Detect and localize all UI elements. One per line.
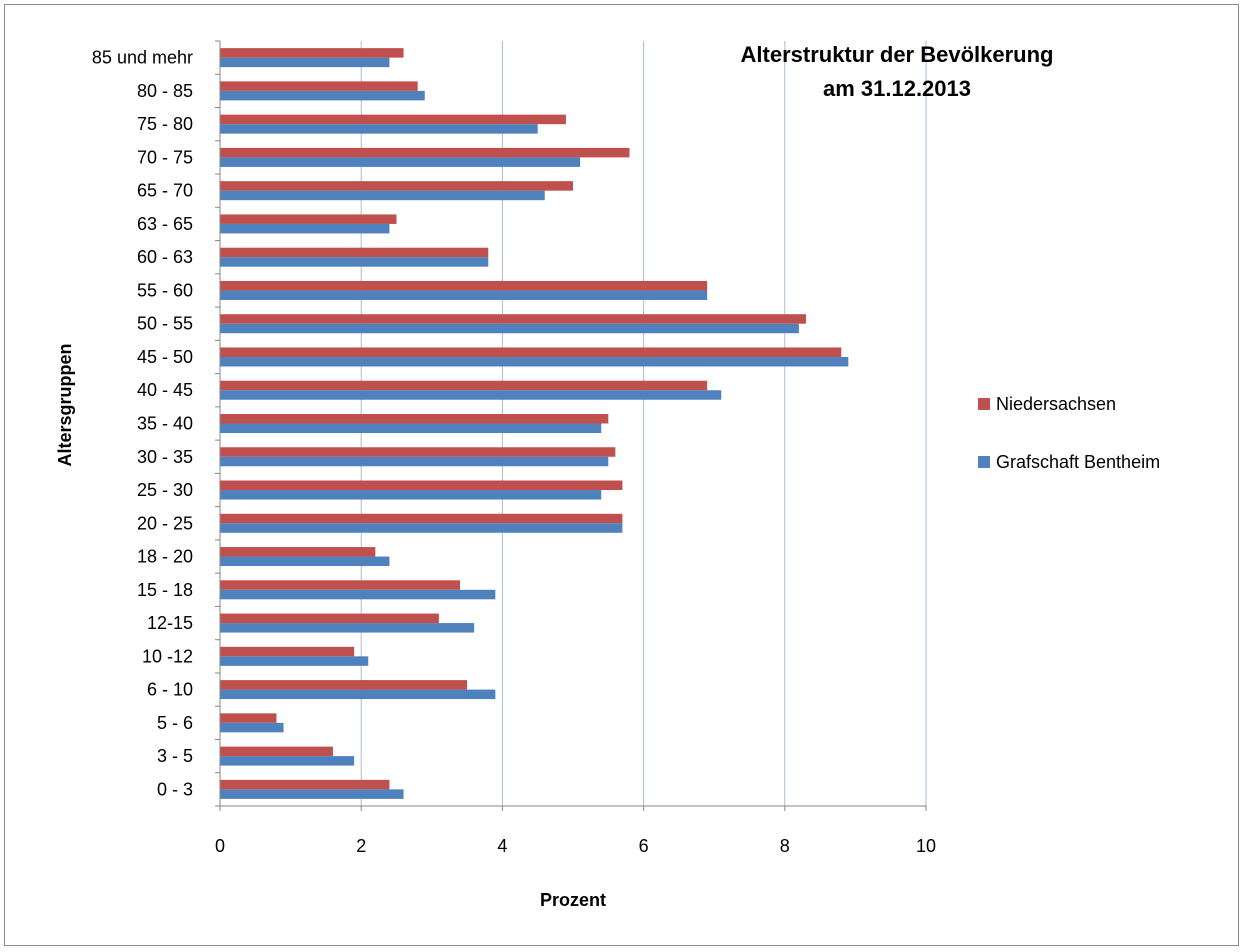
bar-niedersachsen-11: [220, 414, 609, 424]
x-tick-label-6: 6: [639, 836, 649, 856]
bar-niedersachsen-4: [220, 646, 355, 657]
bar-niedersachsen-21: [220, 81, 418, 91]
chart-title: Alterstruktur der Bevölkerung: [741, 42, 1054, 67]
bar-niedersachsen-2: [220, 713, 277, 723]
category-label: 60 - 63: [137, 247, 193, 267]
bar-grafschaft-bentheim-10: [220, 456, 609, 467]
bar-grafschaft-bentheim-19: [220, 157, 581, 167]
bar-grafschaft-bentheim-7: [220, 556, 390, 567]
bars: [220, 48, 849, 799]
bar-niedersachsen-14: [220, 314, 806, 324]
category-label: 85 und mehr: [92, 48, 193, 68]
bar-grafschaft-bentheim-12: [220, 390, 722, 400]
category-label: 65 - 70: [137, 181, 193, 201]
category-label: 6 - 10: [147, 680, 193, 700]
bar-grafschaft-bentheim-18: [220, 190, 545, 201]
category-label: 25 - 30: [137, 480, 193, 500]
category-label: 55 - 60: [137, 280, 193, 300]
category-label: 18 - 20: [137, 547, 193, 567]
bar-grafschaft-bentheim-5: [220, 623, 475, 633]
bar-niedersachsen-12: [220, 380, 708, 391]
category-label: 63 - 65: [137, 214, 193, 234]
x-tick-label-8: 8: [780, 836, 790, 856]
category-label: 45 - 50: [137, 347, 193, 367]
category-label: 40 - 45: [137, 380, 193, 400]
bar-grafschaft-bentheim-9: [220, 490, 602, 500]
bar-grafschaft-bentheim-21: [220, 90, 425, 101]
bar-grafschaft-bentheim-22: [220, 57, 390, 68]
legend-swatch-1: [978, 456, 990, 468]
bar-niedersachsen-1: [220, 746, 333, 757]
y-axis-title: Altersgruppen: [55, 343, 75, 466]
bar-niedersachsen-22: [220, 48, 404, 58]
bar-niedersachsen-13: [220, 347, 842, 357]
legend-label-0: Niedersachsen: [996, 394, 1116, 414]
legend-label-1: Grafschaft Bentheim: [996, 452, 1160, 472]
x-tick-label-2: 2: [356, 836, 366, 856]
bar-grafschaft-bentheim-8: [220, 523, 623, 533]
category-label: 35 - 40: [137, 414, 193, 434]
bar-grafschaft-bentheim-4: [220, 656, 369, 666]
tick-labels: 0 2 4 6 8 10: [215, 836, 936, 856]
bar-niedersachsen-8: [220, 513, 623, 524]
bar-niedersachsen-19: [220, 147, 630, 158]
category-label: 3 - 5: [157, 746, 193, 766]
bar-grafschaft-bentheim-16: [220, 257, 489, 267]
bar-niedersachsen-10: [220, 447, 616, 457]
bar-grafschaft-bentheim-17: [220, 223, 390, 234]
x-tick-label-10: 10: [916, 836, 936, 856]
category-labels: 0 - 3 3 - 5 5 - 6 6 - 10 10 -12 12-15 15 - 18 1…: [92, 48, 193, 800]
category-label: 15 - 18: [137, 580, 193, 600]
category-label: 80 - 85: [137, 81, 193, 101]
bar-niedersachsen-6: [220, 580, 461, 590]
bar-niedersachsen-15: [220, 280, 708, 291]
category-label: 5 - 6: [157, 713, 193, 733]
legend-swatch-0: [978, 398, 990, 410]
bar-niedersachsen-18: [220, 181, 573, 191]
bar-niedersachsen-20: [220, 114, 566, 125]
x-tick-label-4: 4: [497, 836, 507, 856]
bar-niedersachsen-0: [220, 779, 390, 790]
bar-grafschaft-bentheim-15: [220, 290, 708, 300]
bar-niedersachsen-17: [220, 214, 397, 224]
bar-niedersachsen-16: [220, 247, 489, 258]
x-axis-title: Prozent: [540, 890, 606, 910]
x-tick-label-0: 0: [215, 836, 225, 856]
category-label: 10 -12: [142, 646, 193, 666]
chart-title-line2: am 31.12.2013: [823, 76, 971, 101]
bar-grafschaft-bentheim-6: [220, 589, 496, 600]
category-label: 0 - 3: [157, 779, 193, 799]
bar-niedersachsen-9: [220, 480, 623, 491]
bar-grafschaft-bentheim-0: [220, 789, 404, 799]
bar-grafschaft-bentheim-3: [220, 689, 496, 700]
category-label: 70 - 75: [137, 147, 193, 167]
category-label: 20 - 25: [137, 513, 193, 533]
bar-niedersachsen-7: [220, 547, 376, 557]
bar-niedersachsen-3: [220, 680, 468, 690]
bar-grafschaft-bentheim-13: [220, 356, 849, 367]
bar-grafschaft-bentheim-1: [220, 756, 355, 766]
category-label: 75 - 80: [137, 114, 193, 134]
bar-grafschaft-bentheim-11: [220, 423, 602, 433]
legend: Niedersachsen Grafschaft Bentheim: [978, 394, 1160, 472]
axes: [215, 40, 927, 811]
category-label: 50 - 55: [137, 314, 193, 334]
category-label: 12-15: [147, 613, 193, 633]
bar-grafschaft-bentheim-14: [220, 323, 799, 334]
bar-niedersachsen-5: [220, 613, 439, 624]
chart-frame: [4, 4, 1239, 946]
category-label: 30 - 35: [137, 447, 193, 467]
bar-grafschaft-bentheim-20: [220, 124, 538, 134]
bar-grafschaft-bentheim-2: [220, 722, 284, 733]
